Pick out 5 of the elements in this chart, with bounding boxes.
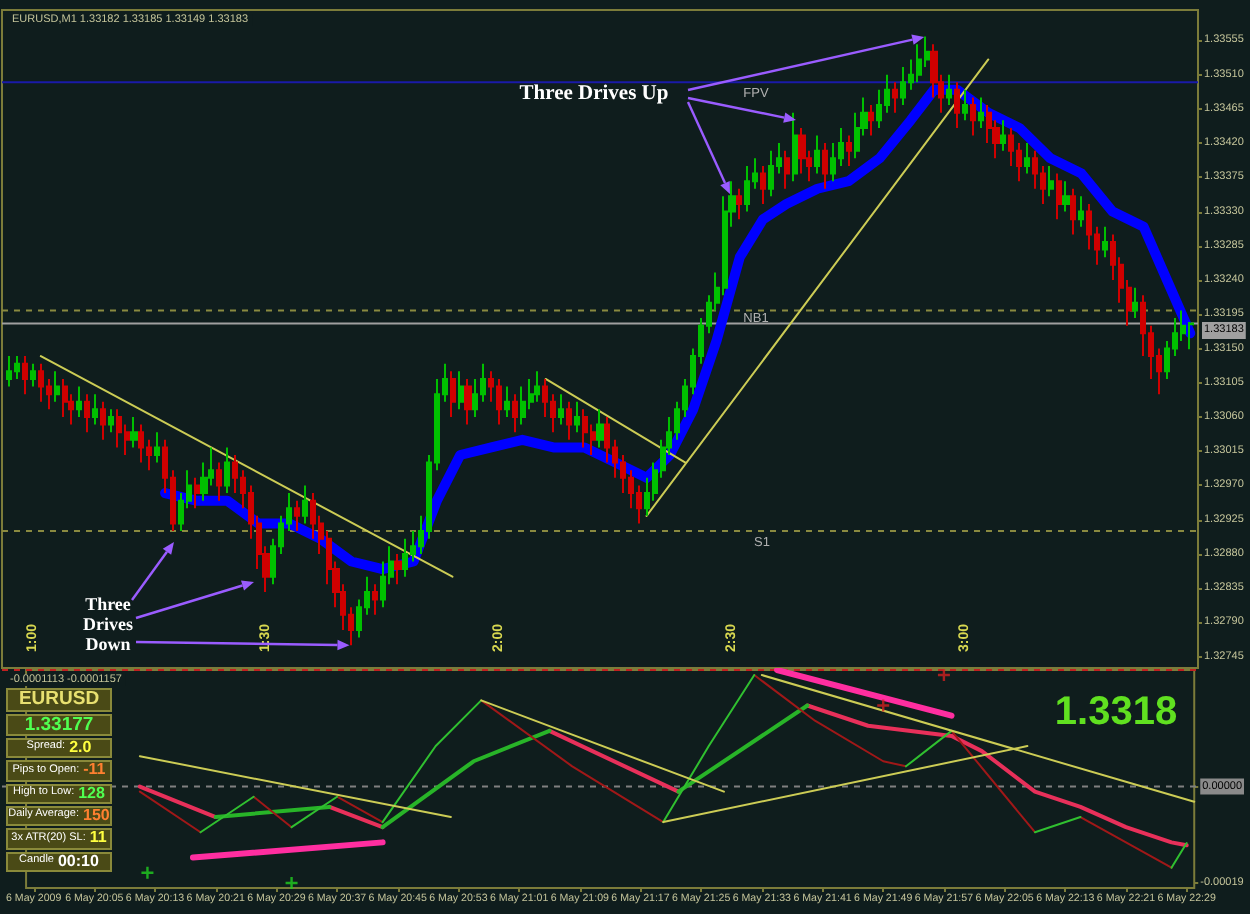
annotation: Three Drives Up bbox=[519, 83, 669, 105]
annotation: Three Drives Down bbox=[83, 594, 134, 654]
annotation: 1.33177 bbox=[24, 713, 94, 735]
annotation: EURUSD bbox=[18, 688, 100, 710]
annotation: 1.3318 bbox=[1054, 690, 1178, 734]
